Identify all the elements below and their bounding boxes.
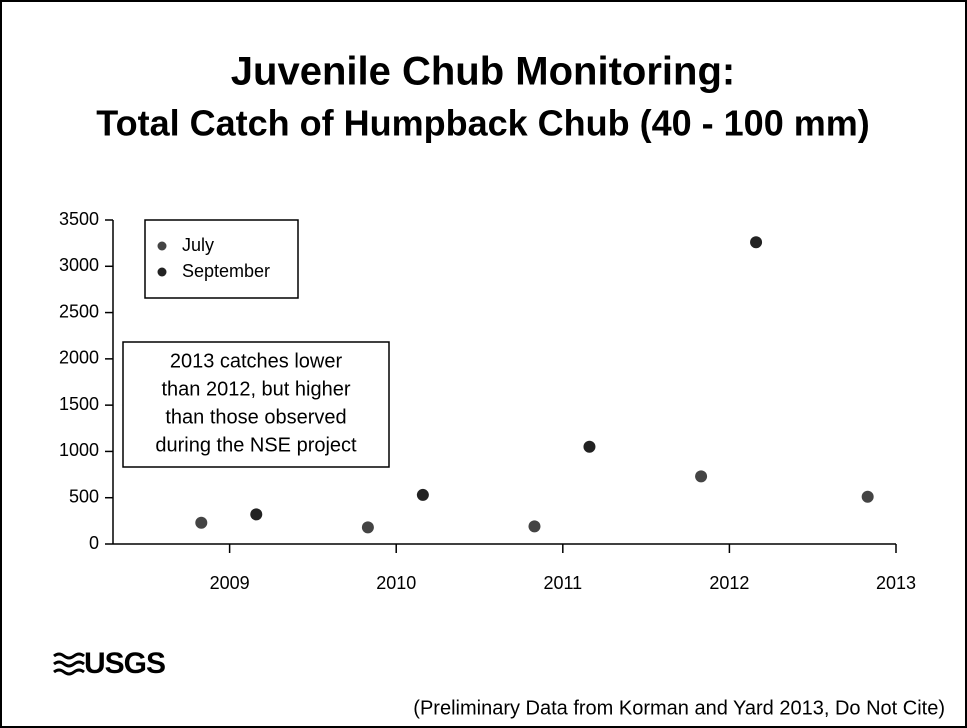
- point: [528, 520, 541, 533]
- x-tick-label: 2013: [876, 573, 916, 593]
- point: [416, 488, 429, 501]
- y-tick-label: 1500: [59, 394, 99, 414]
- footnote: (Preliminary Data from Korman and Yard 2…: [413, 697, 945, 719]
- point: [250, 508, 263, 521]
- legend-marker: [157, 267, 167, 277]
- point: [583, 440, 596, 453]
- y-tick-label: 2000: [59, 348, 99, 368]
- x-tick-label: 2010: [376, 573, 416, 593]
- annotation-line: 2013 catches lower: [170, 350, 343, 372]
- x-tick-label: 2012: [709, 573, 749, 593]
- legend-label: September: [182, 261, 270, 281]
- point: [861, 490, 874, 503]
- y-tick-label: 2500: [59, 301, 99, 321]
- chart-subtitle: Total Catch of Humpback Chub (40 - 100 m…: [96, 103, 869, 144]
- annotation-box: [122, 341, 390, 468]
- x-tick-label: 2009: [210, 573, 250, 593]
- logo: USGS: [84, 647, 165, 680]
- chart-title: Juvenile Chub Monitoring:: [231, 50, 735, 94]
- y-tick-label: 0: [89, 533, 99, 553]
- point: [195, 516, 208, 529]
- y-tick-label: 1000: [59, 440, 99, 460]
- annotation-line: than 2012, but higher: [161, 378, 350, 400]
- point: [361, 521, 374, 534]
- point: [750, 236, 763, 249]
- y-tick-label: 3500: [59, 209, 99, 229]
- annotation-line: during the NSE project: [155, 434, 357, 456]
- annotation-line: than those observed: [165, 406, 346, 428]
- legend-marker: [157, 241, 167, 251]
- legend-label: July: [182, 235, 214, 255]
- y-tick-label: 3000: [59, 255, 99, 275]
- point: [695, 470, 708, 483]
- x-tick-label: 2011: [543, 573, 582, 593]
- logo-icon: [53, 652, 85, 676]
- y-tick-label: 500: [69, 486, 99, 506]
- legend-box: [144, 219, 299, 299]
